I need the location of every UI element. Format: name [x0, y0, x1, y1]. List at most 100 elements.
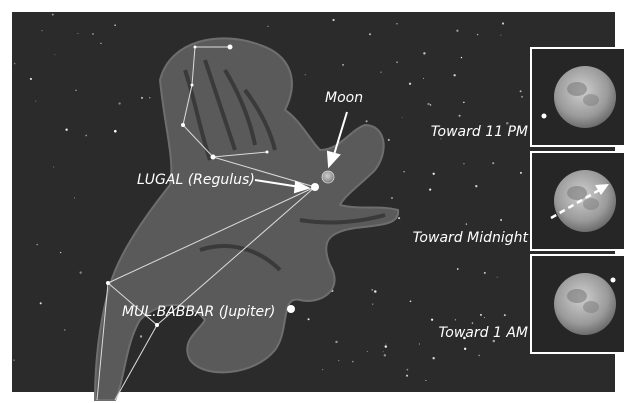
- star: [100, 42, 102, 45]
- moon-mare: [567, 289, 587, 303]
- star: [503, 314, 506, 317]
- star: [149, 97, 151, 99]
- moon-mare: [567, 82, 587, 96]
- star: [114, 24, 116, 27]
- moon-label: Moon: [325, 90, 363, 106]
- regulus-label: LUGAL (Regulus): [137, 172, 255, 188]
- star: [374, 290, 377, 293]
- star: [332, 18, 335, 22]
- star: [118, 102, 121, 105]
- star: [338, 360, 340, 362]
- star: [79, 271, 82, 274]
- panel-label: Toward Midnight: [413, 230, 529, 246]
- star: [13, 62, 16, 65]
- motion-arrowhead: [595, 184, 609, 195]
- star: [368, 33, 372, 36]
- star: [64, 329, 66, 331]
- star: [422, 77, 424, 79]
- star: [496, 276, 498, 278]
- star: [440, 138, 442, 140]
- star: [396, 61, 398, 63]
- star: [463, 336, 466, 340]
- star: [429, 188, 432, 191]
- star: [383, 354, 387, 357]
- star: [351, 360, 354, 363]
- star: [371, 288, 374, 291]
- star: [387, 138, 390, 142]
- star: [458, 114, 461, 117]
- star: [479, 313, 482, 316]
- star: [409, 300, 412, 303]
- moon-mare: [583, 94, 599, 106]
- star: [430, 318, 434, 321]
- star: [425, 379, 427, 381]
- pointer-arrows: [254, 111, 348, 194]
- star: [53, 166, 55, 168]
- star: [463, 163, 465, 165]
- star: [267, 25, 269, 27]
- moon-mare: [583, 198, 599, 210]
- star: [475, 184, 478, 188]
- star: [465, 223, 468, 225]
- star: [51, 13, 54, 16]
- star: [418, 343, 420, 345]
- star: [405, 374, 409, 377]
- jupiter: [287, 305, 295, 313]
- star: [463, 347, 467, 351]
- star: [463, 101, 465, 104]
- star: [403, 171, 405, 173]
- star: [390, 196, 394, 200]
- jupiter-label: MUL.BABBAR (Jupiter): [122, 304, 275, 320]
- star: [492, 339, 496, 343]
- star: [401, 117, 403, 118]
- star: [59, 251, 62, 254]
- panel-star: [541, 113, 547, 119]
- star: [456, 268, 459, 270]
- star: [385, 343, 387, 345]
- star: [372, 303, 374, 305]
- star: [35, 100, 37, 102]
- star: [36, 243, 38, 246]
- star: [39, 302, 42, 305]
- panel-label: Toward 11 PM: [431, 124, 528, 140]
- star: [476, 33, 479, 36]
- star: [92, 33, 94, 35]
- star: [483, 271, 486, 274]
- star: [406, 368, 409, 371]
- star: [382, 351, 384, 353]
- star: [456, 29, 459, 32]
- star: [335, 340, 338, 344]
- moon-mare: [567, 186, 587, 200]
- star: [73, 197, 75, 199]
- star: [77, 33, 79, 35]
- star: [65, 128, 68, 131]
- star: [396, 23, 398, 25]
- panel-star: [610, 277, 616, 283]
- star: [460, 56, 463, 59]
- constellation-stars: [106, 44, 269, 327]
- star: [429, 104, 432, 106]
- star: [114, 129, 117, 133]
- star: [432, 172, 435, 175]
- star: [478, 354, 480, 357]
- star: [432, 356, 435, 360]
- star: [75, 89, 77, 92]
- star: [13, 359, 15, 361]
- star: [500, 34, 502, 36]
- star: [453, 74, 456, 77]
- star: [519, 171, 522, 174]
- star: [483, 317, 485, 319]
- star: [380, 71, 382, 73]
- panel-label: Toward 1 AM: [438, 325, 528, 341]
- star: [365, 120, 368, 123]
- star: [471, 322, 474, 324]
- star: [342, 64, 344, 66]
- star: [454, 319, 456, 321]
- time-panels: Toward 11 PM Toward Midnight Toward 1 AM: [413, 47, 626, 354]
- star: [54, 54, 56, 56]
- star: [139, 335, 143, 338]
- star: [304, 74, 306, 76]
- moon: [321, 170, 335, 184]
- star: [85, 134, 88, 137]
